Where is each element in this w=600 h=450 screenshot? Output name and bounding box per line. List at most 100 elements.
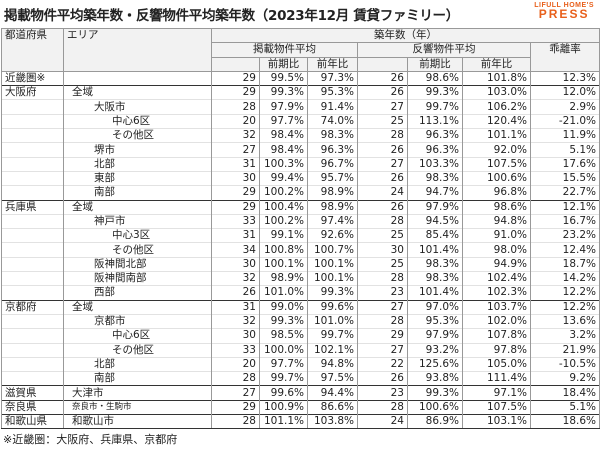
value-cell: 32 [211,313,260,329]
pref-cell [1,328,64,344]
value-cell: 16.7% [530,213,600,229]
value-cell: 12.4% [530,242,600,258]
value-cell: 34 [211,242,260,258]
value-cell: 86.9% [407,414,463,430]
table-row: 近畿圏※ 29 99.5% 97.3% 26 98.6% 101.8% 12.3% [1,70,600,86]
value-cell: 26 [357,170,408,186]
area-cell: 南部 [63,371,212,386]
value-cell: 98.9% [259,271,308,286]
value-cell: 12.2% [530,285,600,301]
area-cell: 大津市 [63,385,212,401]
value-cell: 100.1% [307,271,358,286]
value-cell: 101.0% [307,313,358,329]
area-cell: 西部 [63,285,212,301]
pref-cell [1,185,64,201]
value-cell: 105.0% [462,356,531,372]
area-cell: 阪神間南部 [63,271,212,286]
area-cell: 北部 [63,156,212,172]
table-row: 京都市 32 99.3% 101.0% 28 95.3% 102.0% 13.6% [1,313,600,329]
table-row: 京都府 全域 31 99.0% 99.6% 27 97.0% 103.7% 12.2% [1,299,600,315]
value-cell: 12.2% [530,299,600,315]
value-cell: 101.8% [462,70,531,86]
pref-cell: 滋賀県 [1,385,64,401]
value-cell: 74.0% [307,113,358,129]
value-cell: 29 [211,185,260,201]
value-cell: 97.8% [462,342,531,358]
value-cell: 102.4% [462,271,531,286]
value-cell: 14.2% [530,271,600,286]
value-cell: 33 [211,213,260,229]
value-cell: 98.3% [407,170,463,186]
value-cell: 98.6% [462,199,531,215]
value-cell: 30 [211,328,260,344]
value-cell: 5.1% [530,399,600,415]
value-cell: 99.4% [259,170,308,186]
value-cell: 28 [211,414,260,430]
col-blank [357,56,408,72]
value-cell: 97.9% [259,99,308,115]
area-cell: 北部 [63,356,212,372]
value-cell: 27 [211,142,260,158]
value-cell: 101.1% [462,128,531,143]
table-row: 東部 30 99.4% 95.7% 26 98.3% 100.6% 15.5% [1,170,600,186]
table-row: その他区 34 100.8% 100.7% 30 101.4% 98.0% 12.4% [1,242,600,258]
col-area: エリア [63,28,212,72]
value-cell: 100.6% [462,170,531,186]
pref-cell [1,99,64,115]
pref-cell: 和歌山県 [1,414,64,430]
value-cell: 26 [357,371,408,386]
value-cell: 103.1% [462,414,531,430]
area-cell: その他区 [63,242,212,258]
value-cell: 97.1% [462,385,531,401]
value-cell: 100.0% [259,342,308,358]
value-cell: 102.1% [307,342,358,358]
value-cell: 99.1% [259,228,308,243]
value-cell: 28 [357,399,408,415]
area-cell: 全域 [63,299,212,315]
value-cell: 23 [357,385,408,401]
value-cell: 18.7% [530,256,600,272]
value-cell: 107.8% [462,328,531,344]
pref-cell [1,170,64,186]
value-cell: 95.7% [307,170,358,186]
value-cell: 2.9% [530,99,600,115]
value-cell: 97.7% [259,356,308,372]
value-cell: 100.7% [307,242,358,258]
col-response-qoq: 前期比 [407,56,463,72]
value-cell: 12.3% [530,70,600,86]
table-row: 神戸市 33 100.2% 97.4% 28 94.5% 94.8% 16.7% [1,213,600,229]
value-cell: 100.1% [259,256,308,272]
value-cell: 23.2% [530,228,600,243]
table-row: 北部 20 97.7% 94.8% 22 125.6% 105.0% -10.5% [1,356,600,372]
pref-cell: 兵庫県 [1,199,64,215]
table-row: 北部 31 100.3% 96.7% 27 103.3% 107.5% 17.6% [1,156,600,172]
pref-cell [1,256,64,272]
value-cell: 98.5% [259,328,308,344]
value-cell: 28 [211,371,260,386]
value-cell: 91.0% [462,228,531,243]
value-cell: 99.7% [407,99,463,115]
value-cell: 100.8% [259,242,308,258]
value-cell: 96.3% [407,142,463,158]
value-cell: 20 [211,356,260,372]
value-cell: 98.4% [259,142,308,158]
value-cell: 12.0% [530,85,600,100]
pref-cell [1,271,64,286]
area-cell: 中心6区 [63,113,212,129]
pref-cell [1,313,64,329]
value-cell: 30 [211,256,260,272]
value-cell: 99.3% [259,313,308,329]
value-cell: 96.7% [307,156,358,172]
value-cell: 27 [357,99,408,115]
value-cell: 28 [357,271,408,286]
value-cell: 5.1% [530,142,600,158]
value-cell: 31 [211,156,260,172]
pref-cell [1,285,64,301]
table-row: 和歌山県 和歌山市 28 101.1% 103.8% 24 86.9% 103.1% 18.6% [1,414,600,430]
value-cell: 96.3% [307,142,358,158]
value-cell: 95.3% [407,313,463,329]
value-cell: 101.4% [407,242,463,258]
col-blank [211,56,260,72]
area-cell: 阪神間北部 [63,256,212,272]
area-cell: 京都市 [63,313,212,329]
